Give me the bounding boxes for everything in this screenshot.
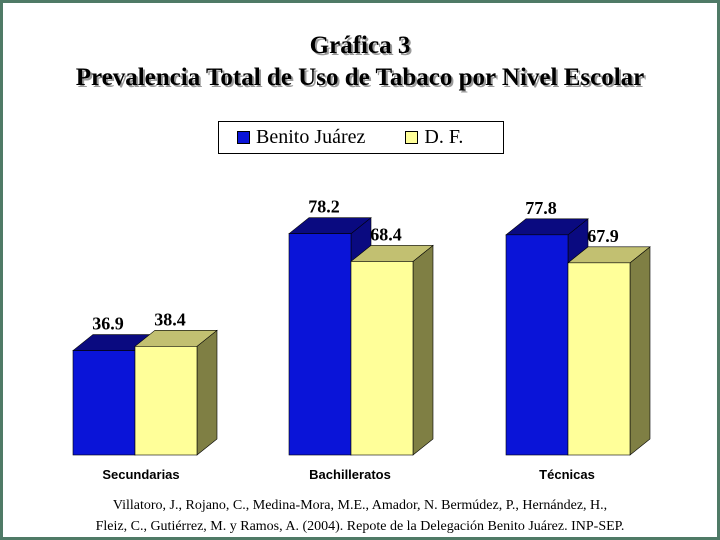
value-label-técnicas-benito-juarez: 77.8 xyxy=(525,198,557,218)
chart-legend: Benito Juárez D. F. xyxy=(218,121,504,154)
citation: Villatoro, J., Rojano, C., Medina-Mora, … xyxy=(0,495,720,537)
title-line-2: Prevalencia Total de Uso de Tabaco por N… xyxy=(75,64,645,91)
value-label-bachilleratos-benito-juarez: 78.2 xyxy=(308,197,340,217)
category-label-secundarias: Secundarias xyxy=(102,467,179,482)
bar-técnicas-benito-juarez xyxy=(505,234,569,456)
value-label-técnicas-df: 67.9 xyxy=(587,226,619,246)
legend-item-benito-juarez: Benito Juárez xyxy=(237,126,365,149)
value-label-bachilleratos-df: 68.4 xyxy=(370,224,402,244)
title-line-1: Gráfica 3 xyxy=(309,32,411,59)
citation-line-2: Fleiz, C., Gutiérrez, M. y Ramos, A. (20… xyxy=(95,519,625,534)
legend-swatch-df xyxy=(405,131,419,144)
bar-bachilleratos-benito-juarez xyxy=(288,233,352,456)
value-label-secundarias-df: 38.4 xyxy=(154,309,186,329)
legend-item-df: D. F. xyxy=(405,126,463,149)
bar-secundarias-df xyxy=(134,346,198,456)
category-label-bachilleratos: Bachilleratos xyxy=(309,467,391,482)
bar-bachilleratos-df-side xyxy=(412,244,434,456)
chart-title: Gráfica 3 Prevalencia Total de Uso de Ta… xyxy=(0,30,720,94)
bar-técnicas-df-side xyxy=(629,246,651,456)
legend-swatch-benito-juarez xyxy=(237,131,250,144)
legend-label-benito-juarez: Benito Juárez xyxy=(256,126,366,148)
citation-line-1: Villatoro, J., Rojano, C., Medina-Mora, … xyxy=(112,498,608,513)
bar-técnicas-df xyxy=(567,262,631,456)
legend-label-df: D. F. xyxy=(424,126,464,148)
bar-bachilleratos-df xyxy=(350,261,414,456)
category-label-técnicas: Técnicas xyxy=(539,467,595,482)
bar-secundarias-benito-juarez xyxy=(72,350,136,456)
bar-secundarias-df-side xyxy=(196,329,218,456)
value-label-secundarias-benito-juarez: 36.9 xyxy=(92,314,124,334)
